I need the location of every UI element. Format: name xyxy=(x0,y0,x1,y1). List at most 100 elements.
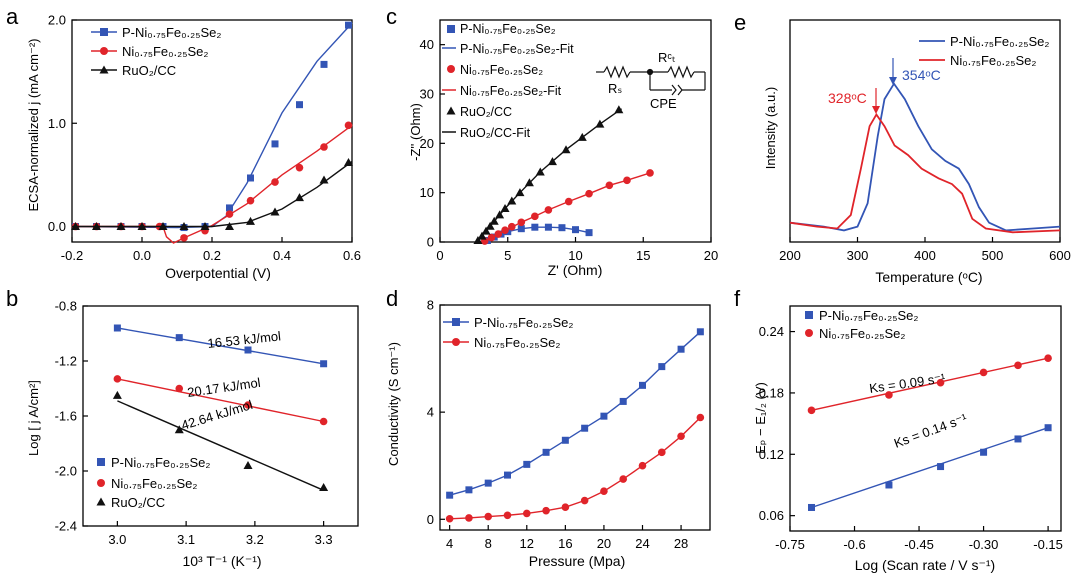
panel-d-series-1-point xyxy=(638,461,647,470)
panel-c-series-1-point xyxy=(508,222,516,231)
panel-d-series-0-line xyxy=(449,331,701,496)
panel-c-ytick-label: 10 xyxy=(420,185,434,200)
panel-c-series-2-point xyxy=(473,236,483,245)
panel-d-axes-frame xyxy=(439,304,711,531)
panel-a-series-1-point xyxy=(295,163,304,172)
panel-e-legend-label: Ni₀.₇₅Fe₀.₂₅Se₂ xyxy=(950,53,1036,68)
panel-label-b: b xyxy=(6,286,18,311)
panel-e-xtick-label: 400 xyxy=(914,248,936,263)
panel-e-xlabel: Temperature (ᵒC) xyxy=(875,269,982,285)
panel-f-xlabel: Log (Scan rate / V s⁻¹) xyxy=(855,557,995,573)
panel-c-series-1-point xyxy=(544,206,553,214)
panel-f-series-1-point xyxy=(807,406,816,415)
panel-b-xtick-label: 3.0 xyxy=(108,532,126,547)
panel-a-ytick-label: 1.0 xyxy=(48,116,66,131)
panel-c-series-2-point xyxy=(500,203,510,212)
panel-a-legend: P-Ni₀.₇₅Fe₀.₂₅Se₂ Ni₀.₇₅Fe₀.₂₅Se₂ RuO₂/C… xyxy=(91,25,221,78)
panel-d-series-1-line xyxy=(449,416,701,520)
panel-c-xtick-label: 5 xyxy=(504,248,511,263)
panel-f-series-1-line xyxy=(811,357,1049,411)
panel-d-series-0-point xyxy=(523,460,531,468)
panel-b-legend-label: Ni₀.₇₅Fe₀.₂₅Se₂ xyxy=(111,476,197,491)
panel-f-legend: P-Ni₀.₇₅Fe₀.₂₅Se₂ Ni₀.₇₅Fe₀.₂₅Se₂ xyxy=(805,308,918,341)
panel-c-series-1-point xyxy=(605,181,614,190)
panel-e-series-0-line xyxy=(789,82,1061,232)
panel-d-xtick-label: 12 xyxy=(520,536,534,551)
panel-d-xtick-label: 8 xyxy=(485,536,492,551)
panel-b-ytick-label: -2.4 xyxy=(55,519,77,534)
panel-b-series-1-point xyxy=(319,417,328,426)
panel-c-series-1-point xyxy=(623,176,631,185)
circuit-label-rct: Rᶜₜ xyxy=(658,50,676,65)
panel-f-series-1-point xyxy=(885,391,893,399)
panel-c-series-0-point xyxy=(517,225,525,233)
panel-c-legend-label: Ni₀.₇₅Fe₀.₂₅Se₂-Fit xyxy=(460,84,562,98)
panel-f-legend-label: Ni₀.₇₅Fe₀.₂₅Se₂ xyxy=(819,326,905,341)
panel-f-series-0-point xyxy=(885,481,893,489)
peak-label-blue: 354ᵒC xyxy=(902,67,941,83)
panel-d-legend-label: P-Ni₀.₇₅Fe₀.₂₅Se₂ xyxy=(474,315,573,330)
panel-b-ytick-label: -2.0 xyxy=(55,464,77,479)
panel-f-plot: -0.75 -0.6 -0.45 -0.30 -0.15 0.06 0.12 0.18 0.24 xyxy=(759,305,1063,552)
panel-a-series-2-point xyxy=(225,222,234,231)
panel-d-series-0-point xyxy=(600,412,608,420)
panel-a-series-0-point xyxy=(345,21,352,29)
panel-f-legend-label: P-Ni₀.₇₅Fe₀.₂₅Se₂ xyxy=(819,308,918,323)
panel-f-ytick-label: 0.24 xyxy=(759,324,784,339)
panel-a-xtick-label: 0.2 xyxy=(203,248,221,263)
panel-b: 3.0 3.1 3.2 3.3 -0.8 -1.2 -1.6 -2.0 -2.4 10³ T⁻¹… xyxy=(26,299,359,569)
panel-d-series-0-point xyxy=(465,486,473,494)
panel-f-series-1-point xyxy=(1014,361,1022,370)
panel-c-series-0-point xyxy=(544,223,552,231)
panel-c-series-2-point xyxy=(561,145,571,154)
panel-f-ytick-label: 0.12 xyxy=(759,447,784,462)
panel-c-series-2-point xyxy=(614,105,624,114)
panel-c-xtick-label: 20 xyxy=(704,248,718,263)
panel-b-series-2-point xyxy=(174,425,184,434)
panel-f-series-1-point xyxy=(1044,354,1052,362)
panel-b-xtick-label: 3.1 xyxy=(177,532,195,547)
panel-d-legend: P-Ni₀.₇₅Fe₀.₂₅Se₂ Ni₀.₇₅Fe₀.₂₅Se₂ xyxy=(443,315,573,350)
panel-b-series-1-point xyxy=(175,384,184,393)
panel-b-series-1-point xyxy=(244,401,252,409)
panel-f-xtick-label: -0.6 xyxy=(843,537,865,552)
panel-f: -0.75 -0.6 -0.45 -0.30 -0.15 0.06 0.12 0.18 0.24… xyxy=(753,305,1063,573)
panel-c-legend-label: Ni₀.₇₅Fe₀.₂₅Se₂ xyxy=(460,63,543,77)
panel-f-annotation: Ks = 0.14 s⁻¹ xyxy=(892,410,970,451)
panel-c-series-2-point xyxy=(547,157,557,166)
panel-label-c: c xyxy=(386,4,397,29)
panel-a: -0.2 0.0 0.2 0.4 0.6 0.0 1.0 2.0 Overpotential … xyxy=(26,13,361,282)
panel-d-series-1-point xyxy=(465,514,473,522)
panel-e-legend-label: P-Ni₀.₇₅Fe₀.₂₅Se₂ xyxy=(950,34,1049,49)
panel-a-xtick-label: 0.0 xyxy=(133,248,151,263)
panel-d-series-1-point xyxy=(503,511,512,520)
panel-a-series-2-point xyxy=(319,175,329,184)
panel-label-e: e xyxy=(734,10,746,35)
panel-f-xtick-label: -0.30 xyxy=(969,537,999,552)
panel-b-series-1-line xyxy=(117,378,324,423)
panel-d-series-0-point xyxy=(696,328,704,336)
panel-a-series-0-line xyxy=(71,22,353,229)
panel-a-xtick-label: -0.2 xyxy=(61,248,83,263)
panel-a-legend-label: Ni₀.₇₅Fe₀.₂₅Se₂ xyxy=(122,44,208,59)
panel-d-xlabel: Pressure (Mpa) xyxy=(529,553,625,569)
panel-c-series-2-point xyxy=(535,167,545,176)
panel-b-xtick-label: 3.3 xyxy=(315,532,333,547)
panel-a-series-1-point xyxy=(320,143,328,151)
panel-f-series-0-point xyxy=(980,448,988,456)
panel-a-series-2-line xyxy=(72,160,353,228)
panel-a-series-2-point xyxy=(270,207,280,216)
panel-d-series-0-point xyxy=(619,397,627,405)
panel-b-series-2-line xyxy=(117,400,324,491)
panel-d-series-1-point xyxy=(542,506,550,515)
panel-e-plot: 200 300 400 500 600 xyxy=(779,19,1071,263)
panel-a-series-1-point xyxy=(180,234,188,242)
panel-a-series-1-point xyxy=(271,178,279,186)
panel-a-series-2-point xyxy=(116,222,126,231)
panel-b-series-0-point xyxy=(320,360,328,368)
panel-d-series-0-point xyxy=(581,424,589,432)
panel-b-legend-label: RuO₂/CC xyxy=(111,495,165,510)
panel-d-series-1-point xyxy=(561,503,570,512)
peak-label-red: 328ᵒC xyxy=(828,90,867,106)
circuit-label-rs: Rₛ xyxy=(608,81,622,96)
